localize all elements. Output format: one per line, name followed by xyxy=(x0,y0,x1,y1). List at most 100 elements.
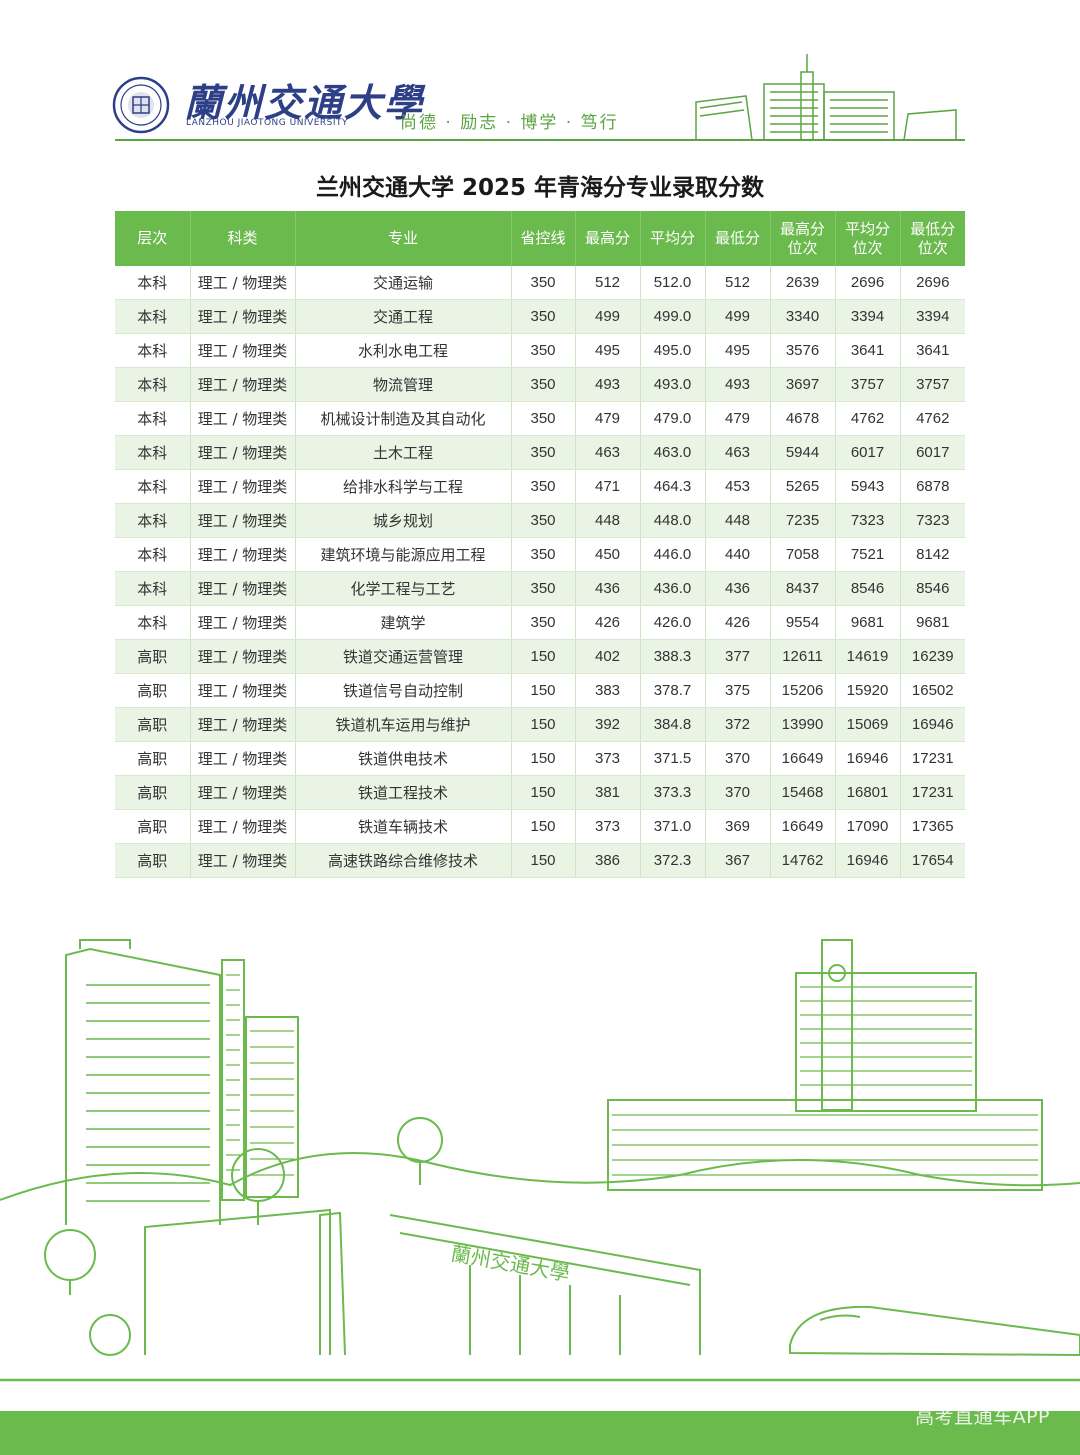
table-cell: 499.0 xyxy=(640,299,706,334)
table-cell: 2696 xyxy=(835,266,901,300)
table-cell: 350 xyxy=(511,401,576,436)
table-cell: 350 xyxy=(511,266,576,300)
table-cell: 7323 xyxy=(835,503,901,538)
university-name-en: LANZHOU JIAOTONG UNIVERSITY xyxy=(186,118,349,128)
table-cell: 372.3 xyxy=(640,843,706,878)
table-cell: 理工 / 物理类 xyxy=(190,741,296,776)
table-cell: 本科 xyxy=(115,605,191,640)
table-cell: 本科 xyxy=(115,571,191,606)
table-row: 本科 理工 / 物理类 给排水科学与工程 350 471 464.3 453 5265 5943… xyxy=(115,469,965,504)
table-cell: 铁道车辆技术 xyxy=(295,809,512,844)
table-cell: 9681 xyxy=(835,605,901,640)
table-cell: 15206 xyxy=(770,673,836,708)
table-cell: 499 xyxy=(705,299,771,334)
table-cell: 383 xyxy=(575,673,641,708)
table-row: 高职 理工 / 物理类 铁道车辆技术 150 373 371.0 369 16649 17090… xyxy=(115,809,965,844)
table-cell: 436 xyxy=(575,571,641,606)
table-cell: 350 xyxy=(511,503,576,538)
column-header-text: 位次 xyxy=(917,238,948,257)
table-cell: 8437 xyxy=(770,571,836,606)
table-cell: 17365 xyxy=(900,809,965,844)
table-cell: 本科 xyxy=(115,537,191,572)
table-cell: 本科 xyxy=(115,469,191,504)
table-cell: 350 xyxy=(511,537,576,572)
table-cell: 464.3 xyxy=(640,469,706,504)
table-cell: 150 xyxy=(511,707,576,742)
source-watermark: 高考直通车APP xyxy=(915,1406,1050,1428)
table-cell: 交通工程 xyxy=(295,299,512,334)
table-cell: 理工 / 物理类 xyxy=(190,707,296,742)
table-row: 高职 理工 / 物理类 铁道交通运营管理 150 402 388.3 377 12611 146… xyxy=(115,639,965,674)
table-cell: 17231 xyxy=(900,741,965,776)
table-cell: 436.0 xyxy=(640,571,706,606)
table-cell: 448 xyxy=(575,503,641,538)
table-cell: 高职 xyxy=(115,843,191,878)
table-cell: 理工 / 物理类 xyxy=(190,605,296,640)
column-header: 最低分 位次 xyxy=(900,211,965,266)
table-cell: 150 xyxy=(511,809,576,844)
table-row: 高职 理工 / 物理类 铁道机车运用与维护 150 392 384.8 372 13990 15… xyxy=(115,707,965,742)
table-cell: 高职 xyxy=(115,741,191,776)
table-cell: 372 xyxy=(705,707,771,742)
table-cell: 理工 / 物理类 xyxy=(190,843,296,878)
campus-illustration-icon: 蘭州交通大學 xyxy=(0,939,1080,1382)
table-cell: 3394 xyxy=(835,299,901,334)
table-cell: 理工 / 物理类 xyxy=(190,333,296,368)
table-cell: 7323 xyxy=(900,503,965,538)
table-cell: 388.3 xyxy=(640,639,706,674)
table-cell: 350 xyxy=(511,435,576,470)
column-header-text: 专业 xyxy=(387,229,418,247)
column-header-text: 最高分 xyxy=(779,219,825,238)
table-cell: 理工 / 物理类 xyxy=(190,435,296,470)
table-cell: 理工 / 物理类 xyxy=(190,367,296,402)
table-body: 本科 理工 / 物理类 交通运输 350 512 512.0 512 2639 2696 2696… xyxy=(115,266,965,878)
table-cell: 铁道工程技术 xyxy=(295,775,512,810)
table-cell: 15468 xyxy=(770,775,836,810)
table-cell: 479.0 xyxy=(640,401,706,436)
table-cell: 4678 xyxy=(770,401,836,436)
table-cell: 高职 xyxy=(115,707,191,742)
table-cell: 理工 / 物理类 xyxy=(190,266,296,300)
table-cell: 350 xyxy=(511,571,576,606)
table-cell: 373 xyxy=(575,809,641,844)
table-cell: 463 xyxy=(705,435,771,470)
table-cell: 150 xyxy=(511,639,576,674)
table-cell: 铁道信号自动控制 xyxy=(295,673,512,708)
table-cell: 450 xyxy=(575,537,641,572)
table-cell: 13990 xyxy=(770,707,836,742)
table-cell: 9554 xyxy=(770,605,836,640)
table-cell: 392 xyxy=(575,707,641,742)
table-cell: 铁道交通运营管理 xyxy=(295,639,512,674)
table-row: 本科 理工 / 物理类 物流管理 350 493 493.0 493 3697 3757 3757 xyxy=(115,367,965,402)
table-cell: 350 xyxy=(511,605,576,640)
table-cell: 386 xyxy=(575,843,641,878)
table-cell: 8142 xyxy=(900,537,965,572)
campus-skyline-icon xyxy=(695,54,957,141)
table-row: 本科 理工 / 物理类 建筑环境与能源应用工程 350 450 446.0 440 7058 7… xyxy=(115,537,965,572)
table-cell: 15920 xyxy=(835,673,901,708)
table-row: 本科 理工 / 物理类 城乡规划 350 448 448.0 448 7235 7323 7323 xyxy=(115,503,965,538)
table-row: 本科 理工 / 物理类 水利水电工程 350 495 495.0 495 3576 3641 36… xyxy=(115,333,965,368)
table-cell: 水利水电工程 xyxy=(295,333,512,368)
table-cell: 建筑学 xyxy=(295,605,512,640)
table-row: 本科 理工 / 物理类 建筑学 350 426 426.0 426 9554 9681 9681 xyxy=(115,605,965,640)
table-cell: 高速铁路综合维修技术 xyxy=(295,843,512,878)
table-cell: 3394 xyxy=(900,299,965,334)
table-cell: 建筑环境与能源应用工程 xyxy=(295,537,512,572)
table-cell: 3641 xyxy=(900,333,965,368)
column-header: 平均分 xyxy=(640,211,706,266)
table-cell: 446.0 xyxy=(640,537,706,572)
table-cell: 16649 xyxy=(770,741,836,776)
table-cell: 城乡规划 xyxy=(295,503,512,538)
table-cell: 16946 xyxy=(835,741,901,776)
table-cell: 371.0 xyxy=(640,809,706,844)
table-cell: 2639 xyxy=(770,266,836,300)
table-cell: 6017 xyxy=(835,435,901,470)
column-header: 最高分 xyxy=(575,211,641,266)
table-cell: 373 xyxy=(575,741,641,776)
table-cell: 高职 xyxy=(115,775,191,810)
table-cell: 493.0 xyxy=(640,367,706,402)
table-cell: 3757 xyxy=(835,367,901,402)
column-header: 科类 xyxy=(190,211,296,266)
table-cell: 理工 / 物理类 xyxy=(190,809,296,844)
